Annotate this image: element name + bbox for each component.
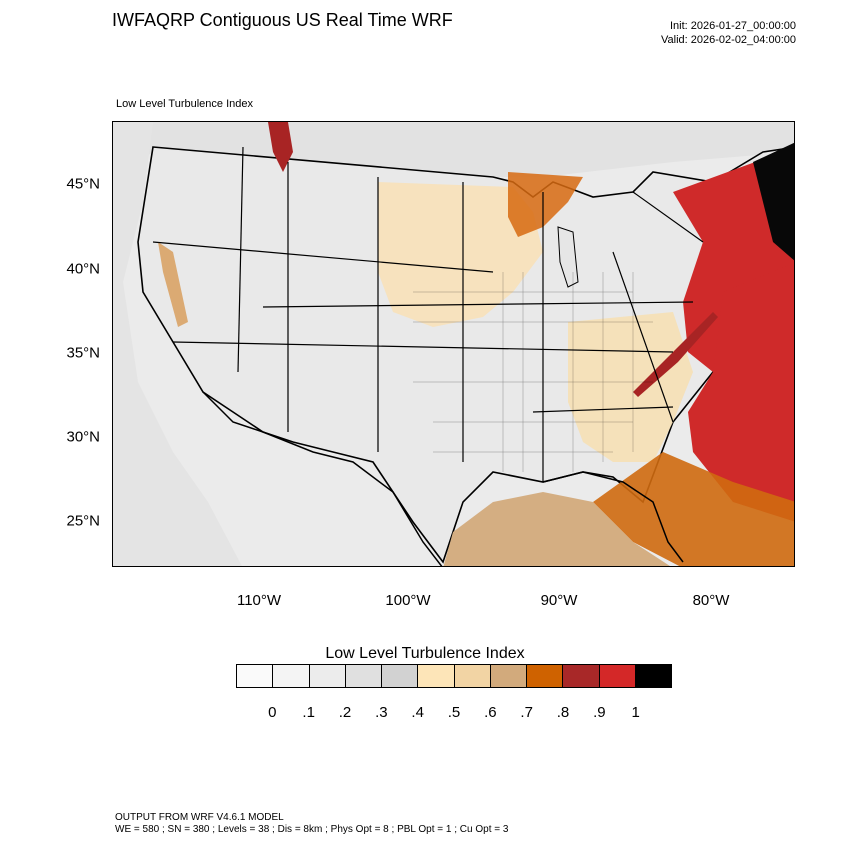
footer-config: WE = 580 ; SN = 380 ; Levels = 38 ; Dis … (115, 824, 509, 835)
gulf-tan-field (443, 492, 670, 566)
legend-swatch-6 (454, 665, 491, 687)
legend-colorbar (236, 664, 672, 688)
legend-swatch-11 (635, 665, 671, 687)
lat-label-25: 25°N (66, 512, 100, 530)
lon-label-90: 90°W (540, 592, 578, 609)
legend-label-10: 1 (631, 704, 640, 721)
legend-title: Low Level Turbulence Index (325, 645, 525, 662)
lat-label-40: 40°N (66, 260, 100, 278)
lat-label-45: 45°N (66, 175, 100, 193)
sierra-streak (158, 242, 188, 327)
legend-swatch-7 (490, 665, 527, 687)
page-title: IWFAQRP Contiguous US Real Time WRF (112, 10, 453, 30)
legend-label-6: .6 (484, 704, 497, 721)
init-time: Init: 2026-01-27_00:00:00 (670, 20, 796, 32)
legend-label-2: .2 (338, 704, 352, 721)
rockies-peak (268, 122, 293, 172)
legend-label-4: .4 (411, 704, 424, 721)
legend-swatch-3 (345, 665, 382, 687)
legend-label-7: .7 (520, 704, 533, 721)
southeast-tan-field (568, 312, 693, 462)
plains-tan-field (378, 182, 543, 327)
lon-label-110: 110°W (236, 592, 282, 609)
legend-swatch-10 (599, 665, 636, 687)
map-subtitle: Low Level Turbulence Index (116, 98, 253, 110)
legend-label-9: .9 (593, 704, 606, 721)
valid-time: Valid: 2026-02-02_04:00:00 (661, 34, 796, 46)
legend-swatch-2 (309, 665, 346, 687)
legend-swatch-1 (273, 665, 310, 687)
great-lakes-orange-field (508, 172, 583, 237)
legend-label-8: .8 (556, 704, 570, 721)
pacific-ocean (113, 122, 242, 566)
county-grid (413, 272, 653, 472)
appalachian-ridge (633, 312, 718, 397)
lon-label-80: 80°W (692, 592, 730, 609)
lat-label-30: 30°N (66, 428, 100, 446)
legend-swatch-8 (527, 665, 564, 687)
mexico-coast (202, 391, 443, 566)
legend-label-1: .1 (302, 704, 315, 721)
legend-label-3: .3 (375, 704, 388, 721)
footer-model: OUTPUT FROM WRF V4.6.1 MODEL (115, 812, 284, 823)
map-panel (112, 121, 795, 567)
legend-swatch-5 (418, 665, 455, 687)
atlantic-black-field (753, 142, 794, 261)
legend-swatch-0 (237, 665, 274, 687)
lat-label-35: 35°N (66, 344, 100, 362)
legend-swatch-4 (382, 665, 419, 687)
gulf-coastline (542, 471, 684, 563)
gulf-orange-field (593, 452, 794, 566)
legend-label-0: 0 (268, 704, 277, 721)
atlantic-red-field (688, 262, 794, 522)
legend-label-5: .5 (447, 704, 461, 721)
legend-swatch-9 (563, 665, 600, 687)
lon-label-100: 100°W (385, 592, 431, 609)
map-canvas (113, 122, 794, 566)
